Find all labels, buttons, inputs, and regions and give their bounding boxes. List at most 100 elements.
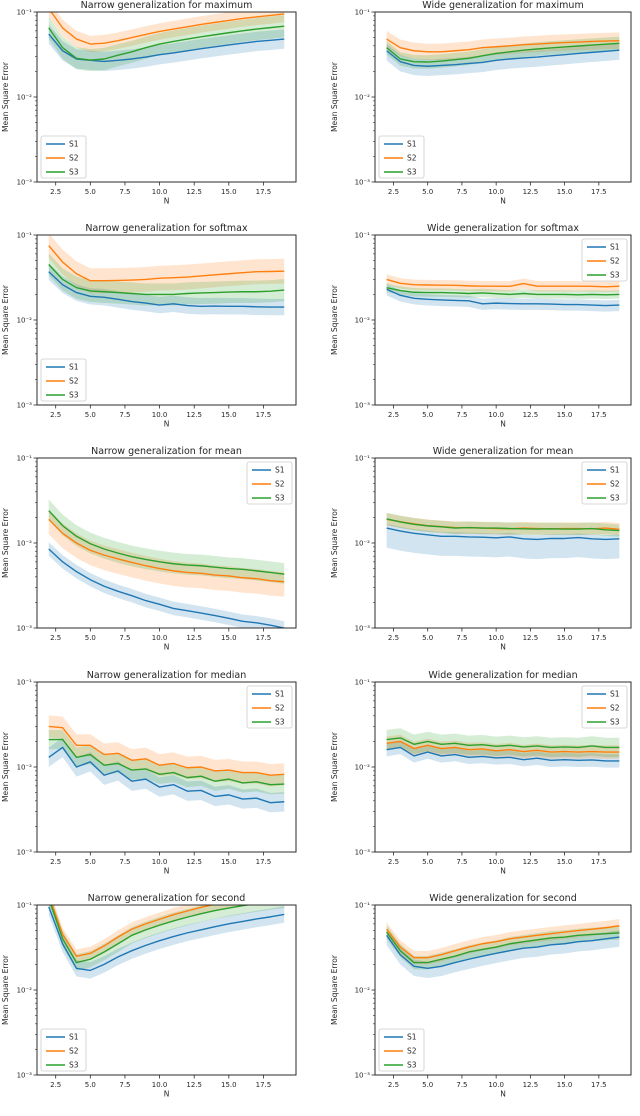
x-tick-label: 10.0 <box>152 634 168 642</box>
legend-label-s2: S2 <box>69 377 79 386</box>
y-tick-label: 10⁻³ <box>17 625 33 633</box>
y-tick-label: 10⁻² <box>355 317 371 325</box>
chart-title: Wide generalization for median <box>428 670 577 681</box>
x-tick-label: 5.0 <box>85 1081 96 1089</box>
y-tick-label: 10⁻¹ <box>17 902 33 910</box>
x-tick-label: 7.5 <box>456 858 467 866</box>
chart-svg-wide-median: 2.5 5.0 7.5 10.0 12.5 15.0 17.5 10⁻¹ 10⁻² 10⁻³ Wid… <box>330 670 632 876</box>
band-s3 <box>386 512 620 537</box>
x-tick-label: 5.0 <box>85 634 96 642</box>
x-tick-label: 17.5 <box>256 634 272 642</box>
x-tick-label: 2.5 <box>50 411 61 419</box>
x-tick-label: 17.5 <box>256 858 272 866</box>
x-axis-label: N <box>500 1090 506 1099</box>
x-tick-label: 12.5 <box>186 1081 202 1089</box>
y-tick-label: 10⁻² <box>17 540 33 548</box>
legend: S1 S2 S3 <box>581 238 628 282</box>
band-s2 <box>48 715 285 787</box>
chart-narrow-median: 2.5 5.0 7.5 10.0 12.5 15.0 17.5 10⁻¹ 10⁻² 10⁻³ Nar… <box>0 670 320 893</box>
y-tick-label: 10⁻² <box>355 540 371 548</box>
chart-wide-mean: 2.5 5.0 7.5 10.0 12.5 15.0 17.5 10⁻¹ 10⁻² 10⁻³ Wid… <box>320 446 640 669</box>
line-s2 <box>48 245 285 282</box>
legend-label-s3: S3 <box>275 494 285 503</box>
line-s2 <box>50 12 285 45</box>
legend: S1 S2 S3 <box>581 685 628 729</box>
line-s2 <box>48 725 285 776</box>
line-s1 <box>386 934 620 970</box>
x-tick-label: 15.0 <box>557 188 573 196</box>
x-tick-label: 12.5 <box>186 858 202 866</box>
chart-svg-narrow-second: 2.5 5.0 7.5 10.0 12.5 15.0 17.5 10⁻¹ 10⁻² 10⁻³ Nar… <box>1 893 297 1099</box>
x-axis-label: N <box>500 197 506 206</box>
y-tick-label: 10⁻² <box>355 94 371 102</box>
y-axis-label: Mean Square Error <box>330 954 339 1025</box>
x-tick-label: 2.5 <box>50 858 61 866</box>
line-s1 <box>48 271 285 308</box>
legend-label-s1: S1 <box>610 243 620 252</box>
y-tick-label: 10⁻³ <box>17 849 33 857</box>
x-axis-label: N <box>500 643 506 652</box>
legend-label-s1: S1 <box>275 690 285 699</box>
legend-box <box>40 358 87 402</box>
legend: S1 S2 S3 <box>40 135 87 179</box>
line-s3 <box>48 738 285 786</box>
x-tick-label: 15.0 <box>221 634 237 642</box>
x-axis-label: N <box>164 867 170 876</box>
y-tick-label: 10⁻¹ <box>17 455 33 463</box>
x-tick-label: 5.0 <box>422 634 433 642</box>
band-s1 <box>48 24 285 72</box>
x-tick-label: 15.0 <box>557 634 573 642</box>
y-tick-label: 10⁻² <box>17 987 33 995</box>
legend-label-s3: S3 <box>69 391 79 400</box>
x-axis-label: N <box>164 1090 170 1099</box>
x-axis-label: N <box>164 643 170 652</box>
x-tick-label: 12.5 <box>523 634 539 642</box>
x-tick-label: 12.5 <box>186 411 202 419</box>
x-tick-label: 10.0 <box>488 411 504 419</box>
x-tick-label: 10.0 <box>488 858 504 866</box>
line-s3 <box>386 286 620 296</box>
legend: S1 S2 S3 <box>246 461 293 505</box>
chart-narrow-maximum: 2.5 5.0 7.5 10.0 12.5 15.0 17.5 10⁻¹ 10⁻² 10⁻³ Nar… <box>0 0 320 223</box>
y-tick-label: 10⁻² <box>17 317 33 325</box>
x-tick-label: 2.5 <box>388 634 399 642</box>
line-s2 <box>386 278 620 288</box>
y-tick-label: 10⁻¹ <box>355 902 371 910</box>
line-s3 <box>48 510 285 575</box>
x-tick-label: 2.5 <box>388 188 399 196</box>
chart-title: Narrow generalization for second <box>88 893 246 904</box>
x-tick-label: 15.0 <box>221 858 237 866</box>
x-tick-label: 17.5 <box>256 188 272 196</box>
chart-narrow-second: 2.5 5.0 7.5 10.0 12.5 15.0 17.5 10⁻¹ 10⁻² 10⁻³ Nar… <box>0 893 320 1116</box>
x-tick-label: 10.0 <box>152 858 168 866</box>
line-s2 <box>386 38 620 53</box>
y-tick-label: 10⁻² <box>355 764 371 772</box>
x-tick-label: 5.0 <box>422 858 433 866</box>
chart-wide-softmax: 2.5 5.0 7.5 10.0 12.5 15.0 17.5 10⁻¹ 10⁻² 10⁻³ Wid… <box>320 223 640 446</box>
line-s1 <box>48 906 285 972</box>
chart-svg-narrow-softmax: 2.5 5.0 7.5 10.0 12.5 15.0 17.5 10⁻¹ 10⁻² 10⁻³ Nar… <box>1 223 297 429</box>
chart-svg-wide-maximum: 2.5 5.0 7.5 10.0 12.5 15.0 17.5 10⁻¹ 10⁻² 10⁻³ Wid… <box>330 0 632 206</box>
line-s1 <box>386 288 620 307</box>
x-tick-label: 7.5 <box>119 411 130 419</box>
band-s2 <box>386 734 620 759</box>
x-tick-label: 5.0 <box>422 411 433 419</box>
band-s3 <box>48 499 285 584</box>
legend-label-s1: S1 <box>69 1033 79 1042</box>
legend-label-s3: S3 <box>610 494 620 503</box>
chart-narrow-mean: 2.5 5.0 7.5 10.0 12.5 15.0 17.5 10⁻¹ 10⁻² 10⁻³ Nar… <box>0 446 320 669</box>
x-tick-label: 5.0 <box>85 858 96 866</box>
y-tick-label: 10⁻¹ <box>17 232 33 240</box>
legend-label-s3: S3 <box>69 1061 79 1070</box>
x-tick-label: 17.5 <box>591 634 607 642</box>
legend-label-s1: S1 <box>610 466 620 475</box>
x-tick-label: 7.5 <box>119 858 130 866</box>
y-axis-label: Mean Square Error <box>1 507 10 578</box>
legend-label-s2: S2 <box>69 154 79 163</box>
y-axis-label: Mean Square Error <box>1 284 10 355</box>
y-axis-label: Mean Square Error <box>330 507 339 578</box>
legend-label-s2: S2 <box>610 257 620 266</box>
x-tick-label: 10.0 <box>488 188 504 196</box>
band-s1 <box>386 740 620 768</box>
chart-svg-wide-mean: 2.5 5.0 7.5 10.0 12.5 15.0 17.5 10⁻¹ 10⁻² 10⁻³ Wid… <box>330 446 632 652</box>
